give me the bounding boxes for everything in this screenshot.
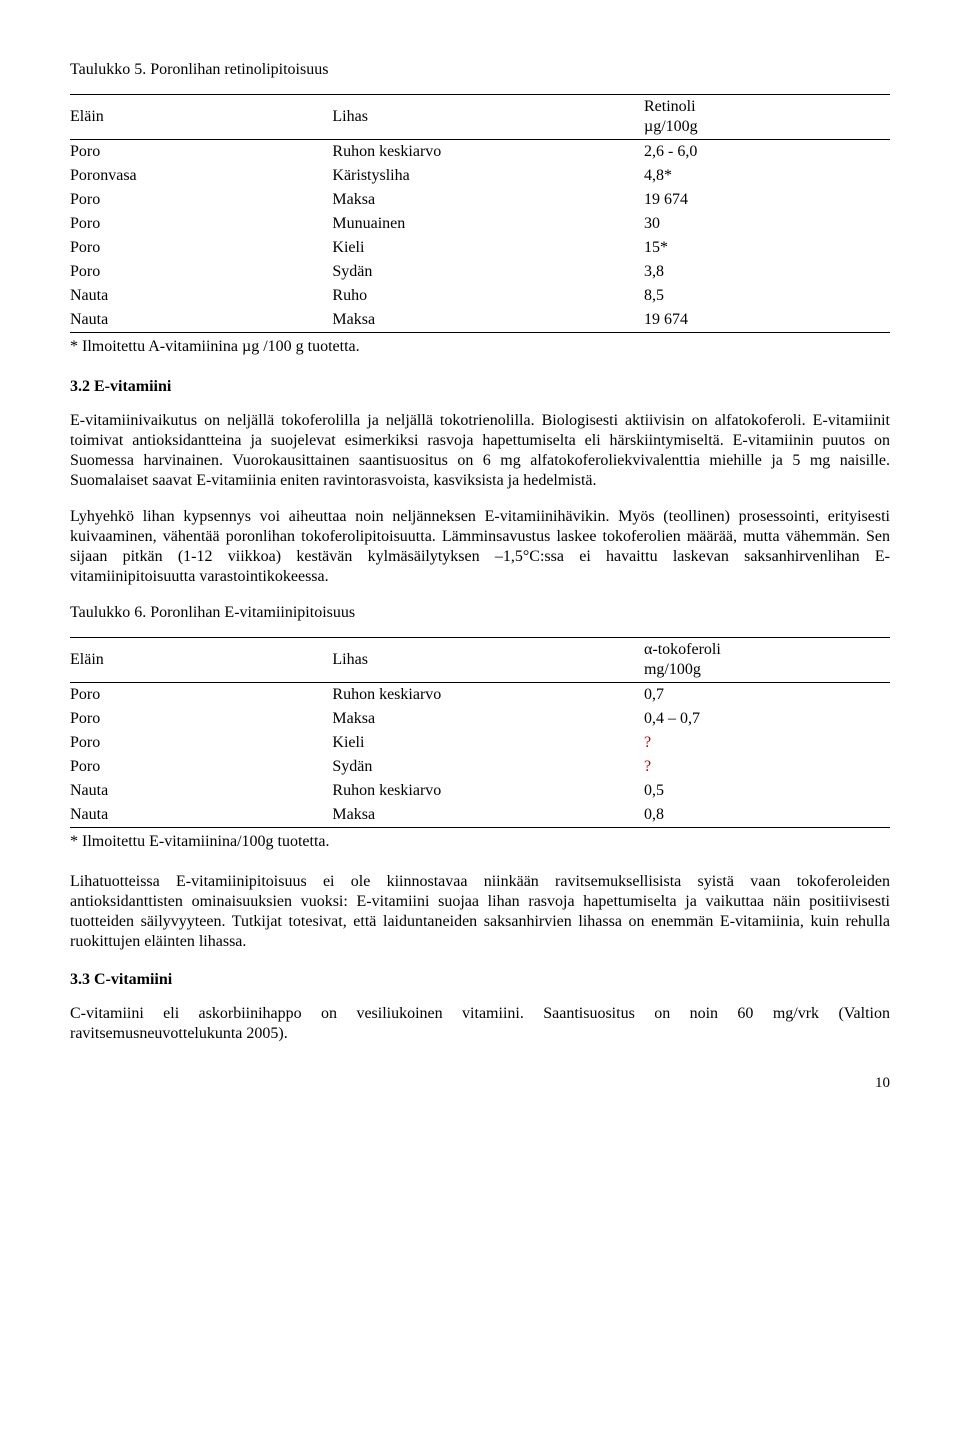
table6: Eläin Lihas α-tokoferoli mg/100g PoroRuh…: [70, 637, 890, 828]
table5: Eläin Lihas Retinoli µg/100g PoroRuhon k…: [70, 94, 890, 333]
table6-cell: ?: [644, 755, 890, 779]
table5-h2-label: Retinoli: [644, 98, 696, 115]
table6-cell: 0,7: [644, 683, 890, 708]
table5-cell: Poro: [70, 212, 332, 236]
table5-cell: Poronvasa: [70, 164, 332, 188]
page-number: 10: [70, 1074, 890, 1093]
table5-cell: 19 674: [644, 308, 890, 333]
section-3-3-heading: 3.3 C-vitamiini: [70, 970, 890, 990]
table5-row: NautaRuho8,5: [70, 284, 890, 308]
table5-h2-unit: µg/100g: [644, 118, 698, 135]
table6-footnote: * Ilmoitettu E-vitamiinina/100g tuotetta…: [70, 832, 890, 852]
table6-cell: Maksa: [332, 803, 644, 828]
table6-h0: Eläin: [70, 638, 332, 683]
table6-cell: Nauta: [70, 803, 332, 828]
table6-row: PoroSydän?: [70, 755, 890, 779]
table5-cell: Poro: [70, 188, 332, 212]
section-3-2-p2: Lyhyehkö lihan kypsennys voi aiheuttaa n…: [70, 507, 890, 587]
table5-header-row: Eläin Lihas Retinoli µg/100g: [70, 95, 890, 140]
table5-row: PoronvasaKäristysliha4,8*: [70, 164, 890, 188]
table5-row: NautaMaksa19 674: [70, 308, 890, 333]
table5-cell: 2,6 - 6,0: [644, 140, 890, 165]
table6-cell: 0,5: [644, 779, 890, 803]
table6-cell: Poro: [70, 755, 332, 779]
table6-cell: Poro: [70, 707, 332, 731]
table6-row: NautaRuhon keskiarvo0,5: [70, 779, 890, 803]
table5-cell: Sydän: [332, 260, 644, 284]
table6-row: PoroRuhon keskiarvo0,7: [70, 683, 890, 708]
table5-h2: Retinoli µg/100g: [644, 95, 890, 140]
table6-row: NautaMaksa0,8: [70, 803, 890, 828]
table6-cell: Nauta: [70, 779, 332, 803]
table5-h1: Lihas: [332, 95, 644, 140]
table5-footnote: * Ilmoitettu A-vitamiinina µg /100 g tuo…: [70, 337, 890, 357]
table5-row: PoroMaksa19 674: [70, 188, 890, 212]
table6-cell: Poro: [70, 683, 332, 708]
table5-cell: 3,8: [644, 260, 890, 284]
section-3-2-heading: 3.2 E-vitamiini: [70, 377, 890, 397]
table6-cell: ?: [644, 731, 890, 755]
table6-cell: Kieli: [332, 731, 644, 755]
table6-h2: α-tokoferoli mg/100g: [644, 638, 890, 683]
table6-row: PoroMaksa0,4 – 0,7: [70, 707, 890, 731]
table5-cell: 30: [644, 212, 890, 236]
after-table6-paragraph: Lihatuotteissa E-vitamiinipitoisuus ei o…: [70, 872, 890, 952]
table6-cell: Ruhon keskiarvo: [332, 683, 644, 708]
table5-cell: 4,8*: [644, 164, 890, 188]
table6-cell: Maksa: [332, 707, 644, 731]
table6-cell: Sydän: [332, 755, 644, 779]
table5-cell: Käristysliha: [332, 164, 644, 188]
table5-h0: Eläin: [70, 95, 332, 140]
table6-row: PoroKieli?: [70, 731, 890, 755]
table6-cell: Ruhon keskiarvo: [332, 779, 644, 803]
table5-cell: 19 674: [644, 188, 890, 212]
table5-cell: Munuainen: [332, 212, 644, 236]
table5-cell: Ruho: [332, 284, 644, 308]
table5-cell: Poro: [70, 260, 332, 284]
section-3-3-p1: C-vitamiini eli askorbiinihappo on vesil…: [70, 1004, 890, 1044]
table5-row: PoroSydän3,8: [70, 260, 890, 284]
table5-cell: Nauta: [70, 284, 332, 308]
table5-row: PoroRuhon keskiarvo2,6 - 6,0: [70, 140, 890, 165]
table5-cell: Poro: [70, 140, 332, 165]
table5-cell: Nauta: [70, 308, 332, 333]
table6-title: Taulukko 6. Poronlihan E-vitamiinipitois…: [70, 603, 890, 623]
table5-row: PoroKieli15*: [70, 236, 890, 260]
table5-cell: 8,5: [644, 284, 890, 308]
table5-row: PoroMunuainen30: [70, 212, 890, 236]
table5-cell: Poro: [70, 236, 332, 260]
section-3-2-p1: E-vitamiinivaikutus on neljällä tokofero…: [70, 411, 890, 491]
table6-h1: Lihas: [332, 638, 644, 683]
table6-h2-unit: mg/100g: [644, 661, 701, 678]
table6-cell: 0,4 – 0,7: [644, 707, 890, 731]
table6-h2-label: α-tokoferoli: [644, 641, 721, 658]
table5-title: Taulukko 5. Poronlihan retinolipitoisuus: [70, 60, 890, 80]
table5-cell: Ruhon keskiarvo: [332, 140, 644, 165]
table5-cell: 15*: [644, 236, 890, 260]
table5-cell: Maksa: [332, 188, 644, 212]
table6-cell: 0,8: [644, 803, 890, 828]
table6-header-row: Eläin Lihas α-tokoferoli mg/100g: [70, 638, 890, 683]
table5-cell: Kieli: [332, 236, 644, 260]
table5-cell: Maksa: [332, 308, 644, 333]
table6-cell: Poro: [70, 731, 332, 755]
